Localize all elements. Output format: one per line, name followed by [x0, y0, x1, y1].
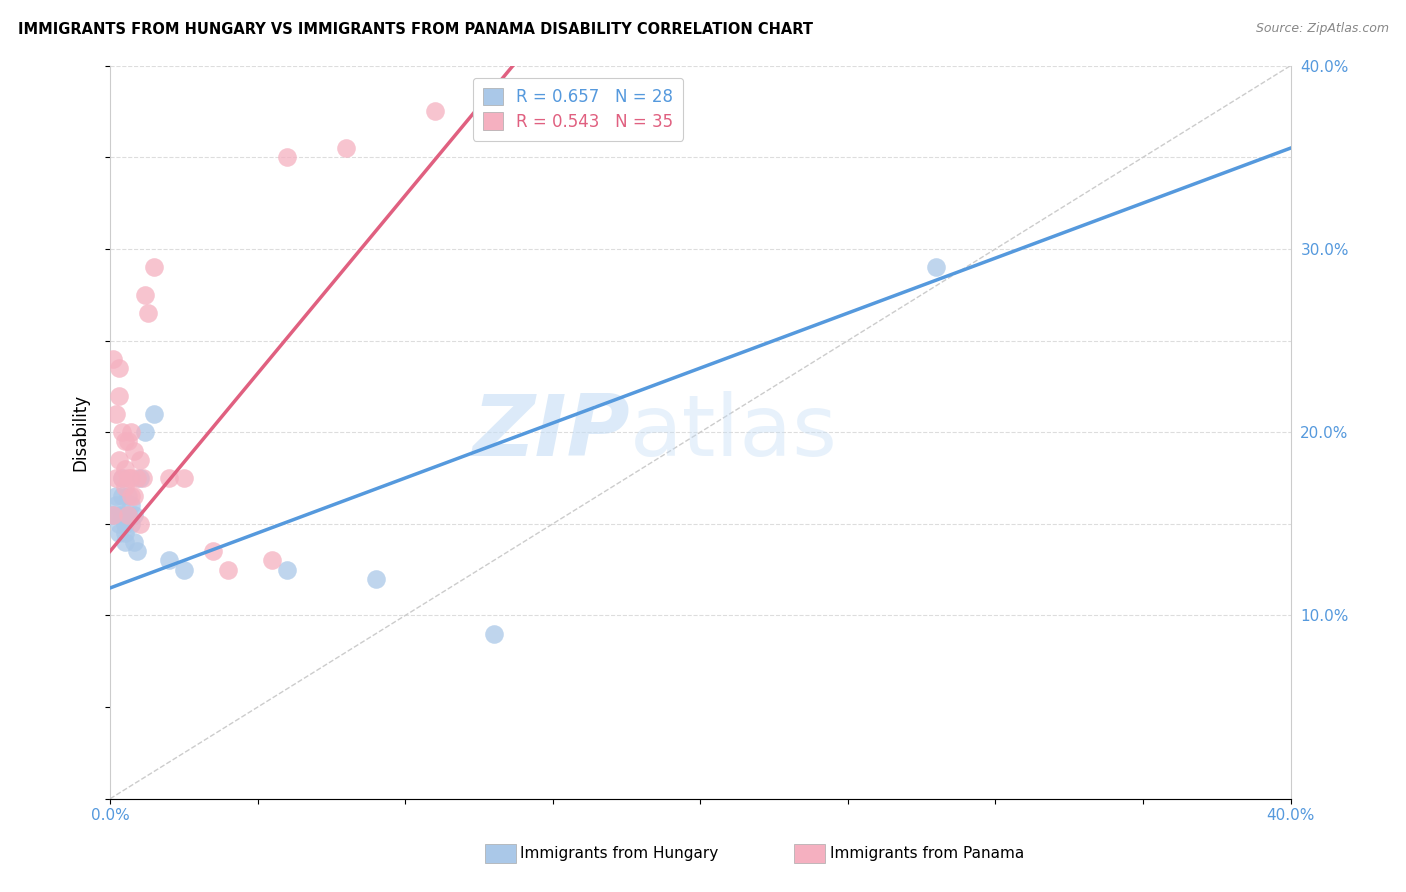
Point	[122, 443, 145, 458]
Point	[173, 563, 195, 577]
Point	[122, 489, 145, 503]
Point	[117, 508, 139, 522]
Y-axis label: Disability: Disability	[72, 393, 89, 471]
Point	[120, 499, 142, 513]
Point	[335, 141, 357, 155]
Point	[111, 471, 134, 485]
Point	[122, 535, 145, 549]
Point	[108, 361, 131, 376]
Point	[143, 260, 166, 275]
Point	[276, 150, 298, 164]
Point	[125, 471, 148, 485]
Point	[217, 563, 239, 577]
Point	[157, 553, 180, 567]
Text: Source: ZipAtlas.com: Source: ZipAtlas.com	[1256, 22, 1389, 36]
Text: Immigrants from Panama: Immigrants from Panama	[830, 847, 1024, 861]
Text: atlas: atlas	[630, 391, 838, 474]
Point	[114, 462, 136, 476]
Point	[114, 526, 136, 541]
Point	[173, 471, 195, 485]
Point	[117, 508, 139, 522]
Point	[120, 425, 142, 440]
Point	[276, 563, 298, 577]
Point	[108, 508, 131, 522]
Point	[423, 104, 446, 119]
Point	[143, 407, 166, 421]
Point	[104, 499, 127, 513]
Point	[114, 434, 136, 449]
Point	[108, 388, 131, 402]
Point	[364, 572, 387, 586]
Point	[131, 471, 153, 485]
Point	[114, 480, 136, 494]
Point	[101, 508, 124, 522]
Point	[117, 489, 139, 503]
Point	[104, 489, 127, 503]
Point	[104, 471, 127, 485]
Point	[101, 351, 124, 366]
Point	[202, 544, 225, 558]
Point	[117, 434, 139, 449]
Point	[101, 508, 124, 522]
Point	[120, 489, 142, 503]
Point	[157, 471, 180, 485]
Point	[128, 471, 150, 485]
Point	[117, 471, 139, 485]
Point	[128, 452, 150, 467]
Legend: R = 0.657   N = 28, R = 0.543   N = 35: R = 0.657 N = 28, R = 0.543 N = 35	[472, 78, 683, 141]
Point	[125, 544, 148, 558]
Point	[120, 516, 142, 531]
Point	[111, 489, 134, 503]
Point	[111, 508, 134, 522]
Point	[104, 407, 127, 421]
Text: Immigrants from Hungary: Immigrants from Hungary	[520, 847, 718, 861]
Point	[120, 471, 142, 485]
Point	[134, 287, 156, 301]
Point	[482, 627, 505, 641]
Point	[111, 471, 134, 485]
Point	[108, 452, 131, 467]
Point	[111, 425, 134, 440]
Point	[925, 260, 948, 275]
Point	[122, 508, 145, 522]
Point	[134, 425, 156, 440]
Point	[262, 553, 284, 567]
Point	[108, 516, 131, 531]
Text: IMMIGRANTS FROM HUNGARY VS IMMIGRANTS FROM PANAMA DISABILITY CORRELATION CHART: IMMIGRANTS FROM HUNGARY VS IMMIGRANTS FR…	[18, 22, 813, 37]
Point	[108, 526, 131, 541]
Point	[128, 516, 150, 531]
Point	[114, 516, 136, 531]
Point	[114, 535, 136, 549]
Point	[138, 306, 160, 320]
Text: ZIP: ZIP	[472, 391, 630, 474]
